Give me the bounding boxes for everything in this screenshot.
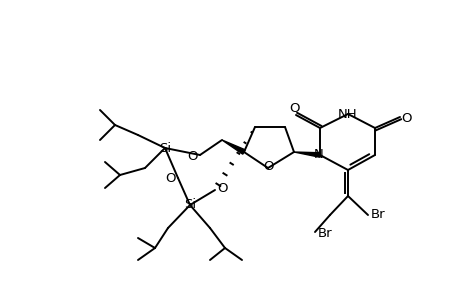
Text: O: O — [401, 112, 411, 124]
Text: Si: Si — [159, 142, 171, 154]
Polygon shape — [222, 140, 245, 154]
Text: Br: Br — [370, 208, 385, 221]
Text: O: O — [263, 160, 274, 173]
Text: O: O — [187, 149, 198, 163]
Text: Br: Br — [317, 227, 331, 241]
Text: O: O — [217, 182, 228, 196]
Text: Si: Si — [184, 199, 196, 212]
Text: NH: NH — [337, 107, 357, 121]
Text: O: O — [289, 101, 300, 115]
Polygon shape — [293, 152, 319, 157]
Text: O: O — [165, 172, 176, 184]
Text: N: N — [313, 148, 323, 161]
